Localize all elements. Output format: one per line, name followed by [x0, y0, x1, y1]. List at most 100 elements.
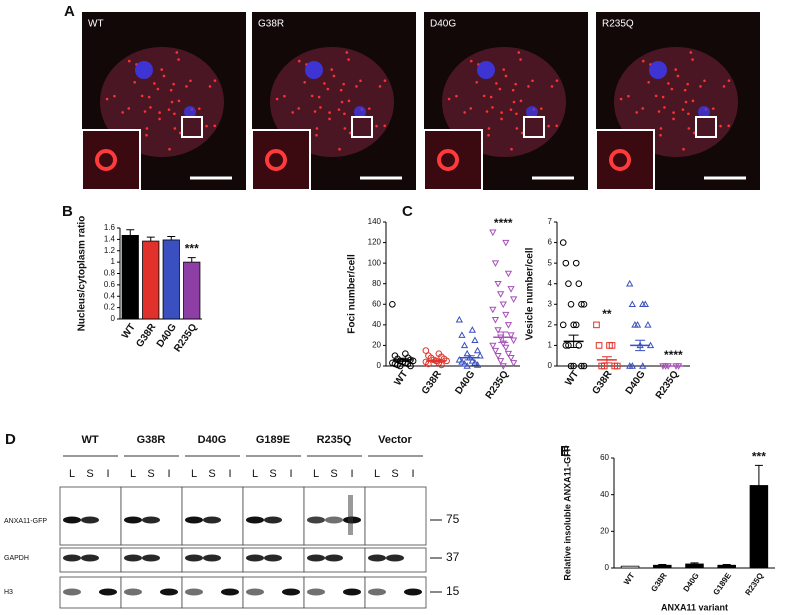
inset-dot: [95, 149, 117, 171]
data-point: [497, 291, 505, 298]
panel-letter: C: [402, 203, 413, 220]
red-dot: [619, 97, 623, 101]
red-dot: [521, 131, 524, 135]
x-tick-label: WT: [563, 369, 581, 388]
row-label: H3: [4, 589, 13, 596]
data-point: [633, 321, 642, 328]
y-tick-label: 0: [377, 361, 382, 370]
data-point: [504, 270, 513, 278]
data-point: [463, 362, 471, 369]
red-dot: [687, 127, 691, 130]
red-dot: [627, 94, 630, 98]
significance: ****: [664, 348, 683, 362]
data-point: [578, 300, 585, 308]
x-tick-label: R235Q: [484, 369, 511, 401]
lane-label: L: [191, 468, 197, 480]
data-point: [608, 342, 616, 349]
error-bar: [658, 564, 667, 566]
data-point: [510, 360, 518, 367]
red-dot: [699, 85, 702, 88]
red-dot: [502, 68, 506, 71]
x-tick-label: WT: [392, 369, 410, 388]
data-point: [644, 321, 652, 328]
x-axis-label: ANXA11 variant: [661, 602, 728, 612]
nucleus: [649, 61, 667, 79]
y-tick-label: 6: [548, 238, 553, 247]
red-dot: [691, 58, 694, 61]
red-dot: [469, 59, 473, 63]
x-tick-label: G38R: [649, 571, 668, 593]
y-tick-label: 40: [372, 320, 381, 329]
red-dot: [378, 85, 382, 88]
red-dot: [515, 112, 518, 116]
nucleus: [184, 106, 196, 118]
blot-box: [364, 486, 427, 546]
red-dot: [147, 95, 151, 99]
x-tick-label: D40G: [682, 571, 701, 593]
red-dot: [113, 94, 116, 98]
red-dot: [511, 88, 515, 92]
red-dot: [173, 112, 176, 116]
red-dot: [687, 112, 690, 116]
data-point: [471, 359, 479, 366]
red-dot: [550, 85, 554, 88]
red-dot: [158, 111, 161, 114]
red-dot: [328, 111, 331, 114]
red-dot: [489, 95, 493, 99]
significance: **: [602, 307, 612, 321]
nucleus: [526, 106, 538, 118]
red-dot: [213, 79, 217, 82]
data-point: [575, 280, 583, 288]
bar: [121, 234, 139, 320]
red-dot: [326, 87, 330, 91]
error-bar: [754, 464, 763, 486]
data-point: [489, 342, 497, 350]
red-dot: [519, 58, 522, 61]
data-point: [613, 362, 621, 370]
data-point: [580, 362, 588, 370]
red-dot: [463, 111, 466, 114]
red-dot: [355, 85, 358, 88]
lane-label: S: [147, 468, 154, 480]
red-dot: [197, 107, 201, 110]
red-dot: [342, 82, 345, 86]
y-tick-label: 2: [548, 320, 553, 329]
data-point: [510, 337, 518, 345]
error-bar: [690, 562, 699, 564]
error-bar: [146, 236, 155, 242]
data-point: [507, 286, 515, 293]
red-dot: [359, 79, 362, 83]
data-point: [494, 327, 502, 334]
error-bar: [464, 355, 475, 361]
red-dot: [487, 127, 491, 130]
red-dot: [555, 124, 559, 128]
lane-label: I: [411, 468, 414, 480]
band: [160, 588, 178, 596]
red-dot: [319, 106, 322, 109]
nucleus: [135, 61, 153, 79]
lane-label: S: [208, 468, 215, 480]
band: [325, 554, 343, 562]
red-dot: [156, 87, 160, 91]
band: [368, 588, 386, 596]
red-dot: [539, 107, 543, 110]
data-point: [455, 355, 463, 363]
lane-label: I: [289, 468, 292, 480]
band: [124, 554, 142, 562]
red-dot: [547, 124, 550, 128]
data-point: [502, 239, 510, 247]
red-dot: [140, 94, 144, 98]
error-bar: [431, 359, 442, 363]
data-point: [570, 362, 577, 370]
red-dot: [177, 99, 181, 103]
data-point: [504, 322, 513, 329]
red-dot: [317, 95, 321, 99]
inset: [251, 129, 311, 191]
red-dot: [482, 94, 486, 98]
data-point: [491, 260, 500, 267]
lane-label: S: [86, 468, 93, 480]
band: [203, 516, 221, 524]
y-tick-label: 100: [368, 258, 382, 267]
red-dot: [555, 79, 559, 82]
red-dot: [683, 88, 687, 92]
